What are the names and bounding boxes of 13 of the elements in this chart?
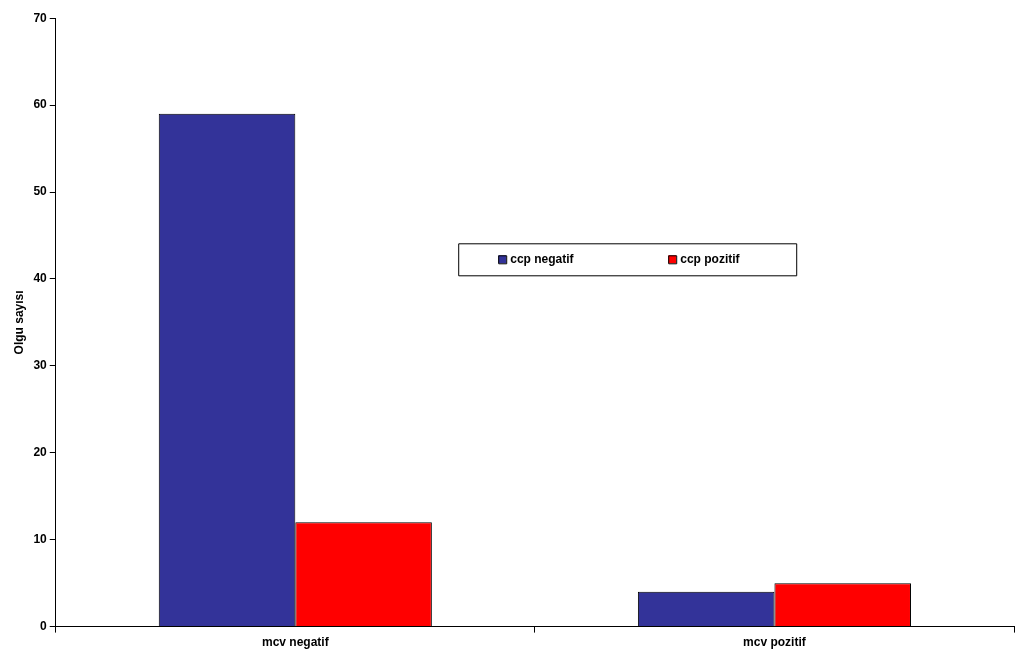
y-tick-label: 50 [33,184,48,199]
y-tick-label: 70 [33,10,48,25]
y-tick-label: 30 [33,358,48,373]
y-tick-label: 60 [33,97,48,112]
legend-label: ccp pozitif [680,251,741,266]
y-tick-label: 40 [33,271,48,286]
y-tick-label: 10 [33,532,48,546]
y-axis-title: Olgu sayısı [11,290,26,355]
legend-label: ccp negatif [510,251,575,266]
x-tick-label: mcv pozitif [743,635,807,650]
y-tick-label: 20 [33,445,48,460]
y-tick-label: 0 [40,618,48,633]
x-tick-label: mcv negatif [261,635,330,650]
